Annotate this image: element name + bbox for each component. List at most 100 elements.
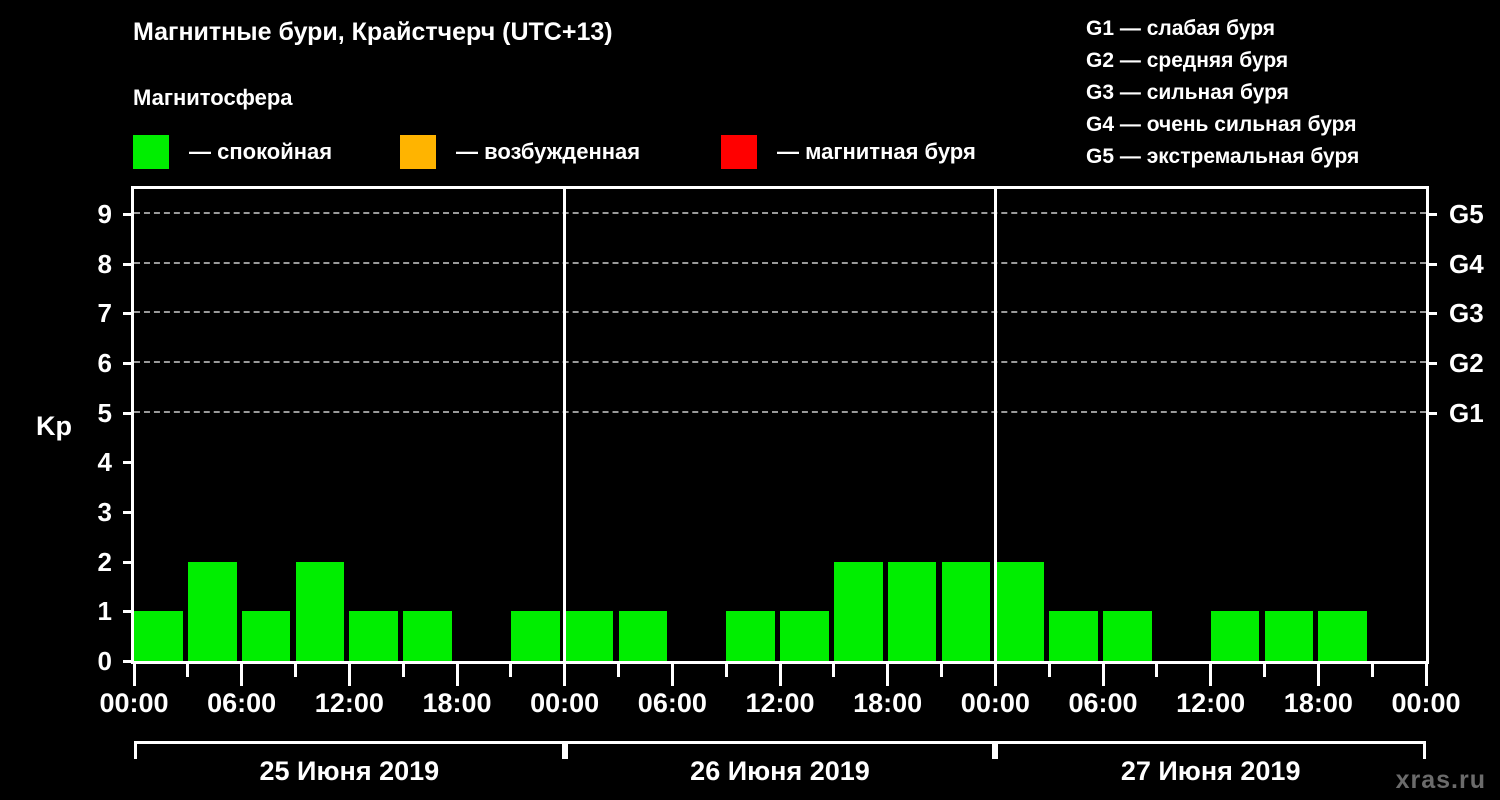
x-axis-minor-tick — [509, 664, 513, 677]
day-separator — [993, 189, 997, 661]
x-axis-minor-tick — [724, 664, 728, 677]
y-axis-tick-mark — [123, 411, 134, 415]
g-legend-row-g5: G5 — экстремальная буря — [1068, 141, 1488, 173]
y-axis-tick-label: 7 — [97, 298, 112, 329]
x-axis-tick-label: 06:00 — [637, 688, 707, 718]
bar — [241, 611, 291, 661]
y-axis-tick-label: 0 — [97, 646, 112, 676]
x-axis-major-tick — [670, 664, 674, 686]
g-text-g5: — экстремальная буря — [1119, 145, 1360, 168]
x-axis-minor-tick — [617, 664, 620, 677]
bar — [403, 611, 452, 661]
x-axis-major-tick — [132, 664, 136, 686]
x-axis-major-tick — [455, 664, 459, 686]
x-axis-major-tick — [240, 664, 244, 686]
y-axis-tick-label: 5 — [97, 397, 112, 428]
x-axis-major-tick — [1424, 664, 1428, 686]
y-axis-tick-mark — [123, 461, 134, 465]
x-axis-tick-label: 12:00 — [745, 688, 815, 718]
day-label: 25 Июня 2019 — [259, 756, 440, 786]
red-square-icon — [721, 135, 757, 169]
day-bracket — [134, 741, 565, 759]
gridline — [134, 211, 1426, 214]
x-axis-major-tick — [778, 664, 782, 686]
y-axis-tick-label: 6 — [97, 347, 112, 378]
x-axis-minor-tick — [294, 664, 297, 677]
legend-item-storm: — магнитная буря — [721, 132, 976, 172]
magnetosphere-state-legend: — спокойная — возбужденная — магнитная б… — [133, 132, 1033, 172]
x-axis-minor-tick — [940, 664, 943, 677]
y-axis-right-tick-mark — [1426, 262, 1437, 266]
y-axis-tick-mark — [123, 212, 134, 216]
y-axis-tick-mark — [123, 610, 134, 614]
bar — [510, 611, 560, 661]
bar — [1103, 611, 1152, 661]
y-axis-tick-label: 8 — [97, 248, 112, 279]
bar — [349, 611, 399, 661]
x-axis-tick-label: 00:00 — [960, 688, 1030, 718]
bar — [780, 611, 829, 661]
bar — [887, 561, 937, 661]
x-axis-tick-label: 06:00 — [1068, 688, 1138, 718]
g-code-g5: G5 — [1086, 145, 1115, 168]
x-axis-minor-tick — [1370, 664, 1374, 677]
g-text-g2: — средняя буря — [1119, 49, 1289, 72]
g-scale-legend: G1 — слабая буря G2 — средняя буря G3 — … — [1068, 13, 1488, 173]
gridline — [134, 410, 1426, 413]
x-axis-major-tick — [1209, 664, 1213, 686]
g-legend-row-g1: G1 — слабая буря — [1068, 13, 1488, 45]
day-label: 26 Июня 2019 — [690, 756, 870, 786]
day-label: 27 Июня 2019 — [1120, 756, 1301, 786]
x-axis-major-tick — [347, 664, 351, 686]
g-code-g4: G4 — [1086, 113, 1115, 136]
x-axis-tick-label: 18:00 — [853, 688, 923, 718]
g-code-g3: G3 — [1086, 81, 1115, 104]
x-axis-tick-label: 00:00 — [99, 688, 169, 718]
bar — [1210, 611, 1260, 661]
x-axis-tick-label: 06:00 — [207, 688, 277, 718]
day-bracket — [995, 741, 1426, 759]
x-axis-tick-label: 18:00 — [422, 688, 492, 718]
bar — [1049, 611, 1098, 661]
bar — [187, 561, 237, 661]
x-axis-minor-tick — [1263, 664, 1266, 677]
day-bracket — [564, 741, 996, 759]
x-axis-tick-label: 18:00 — [1283, 688, 1353, 718]
g-text-g4: — очень сильная буря — [1119, 113, 1357, 136]
bar — [995, 561, 1045, 661]
y-axis-tick-label: 3 — [97, 496, 112, 527]
g-text-g1: — слабая буря — [1119, 17, 1276, 40]
bar — [941, 561, 991, 661]
legend-label-calm: — спокойная — [189, 139, 333, 164]
day-separator — [563, 189, 567, 661]
g-code-g1: G1 — [1086, 17, 1115, 40]
y-axis-right-label: G4 — [1449, 248, 1484, 279]
y-axis-tick-label: 4 — [97, 447, 112, 478]
y-axis-right-label: G5 — [1449, 198, 1484, 229]
bar — [833, 561, 883, 661]
watermark: xras.ru — [1395, 766, 1486, 794]
legend-label-storm: — магнитная буря — [777, 139, 976, 164]
g-legend-row-g2: G2 — средняя буря — [1068, 45, 1488, 77]
y-axis-title: Kp — [36, 411, 72, 441]
legend-heading: Магнитосфера — [133, 85, 293, 110]
g-code-g2: G2 — [1086, 49, 1115, 72]
x-axis-minor-tick — [1155, 664, 1159, 677]
y-axis-tick-label: 2 — [97, 546, 112, 577]
x-axis-tick-label: 00:00 — [1391, 688, 1461, 718]
y-axis-right-label: G3 — [1449, 298, 1484, 329]
g-legend-row-g4: G4 — очень сильная буря — [1068, 109, 1488, 141]
g-text-g3: — сильная буря — [1119, 81, 1289, 104]
y-axis-right-tick-mark — [1426, 411, 1437, 415]
plot-area — [131, 186, 1429, 664]
y-axis-right-tick-mark — [1426, 312, 1437, 316]
y-axis-right-label: G1 — [1449, 397, 1484, 428]
x-axis-major-tick — [1101, 664, 1105, 686]
y-axis-right-label: G2 — [1449, 347, 1484, 378]
x-axis-tick-label: 12:00 — [314, 688, 384, 718]
bar — [1264, 611, 1314, 661]
x-axis-minor-tick — [832, 664, 836, 677]
y-axis-tick-label: 1 — [97, 596, 112, 627]
gridline — [134, 311, 1426, 314]
